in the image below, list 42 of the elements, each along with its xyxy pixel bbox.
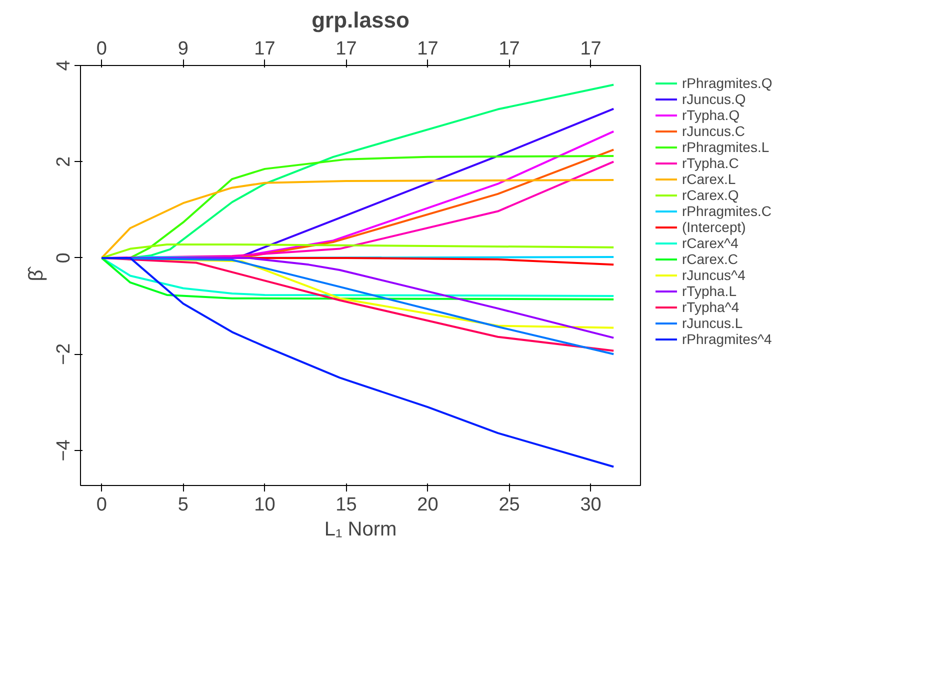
legend-label: (Intercept)	[682, 219, 746, 235]
y-tick-label: 0	[54, 252, 74, 264]
line-series	[100, 256, 615, 468]
line-series	[100, 179, 615, 259]
legend-label: rCarex.Q	[682, 187, 739, 203]
legend-label: rTypha^4	[682, 299, 740, 315]
legend-label: rPhragmites^4	[682, 331, 772, 347]
line-series	[100, 243, 615, 259]
legend-label: rCarex.L	[682, 171, 736, 187]
legend-label: rTypha.Q	[682, 107, 740, 123]
legend-label: rTypha.L	[682, 283, 736, 299]
legend-label: rPhragmites.C	[682, 203, 772, 219]
x-tick-label: 20	[417, 494, 438, 516]
text: 17	[336, 38, 357, 60]
text: 9	[178, 38, 188, 60]
legend-label: rPhragmites.L	[682, 139, 770, 155]
text: 17	[580, 38, 602, 60]
legend-label: rJuncus^4	[682, 267, 746, 283]
legend-label: rJuncus.C	[682, 123, 746, 139]
text: 17	[417, 38, 438, 60]
x-tick-label: 30	[580, 494, 602, 516]
legend-label: rJuncus.L	[682, 315, 743, 331]
y-axis-title: β̂	[26, 266, 48, 282]
legend-label: rCarex.C	[682, 251, 738, 267]
y-tick-label: 4	[54, 60, 74, 71]
text: 17	[498, 38, 520, 60]
chart-title: grp.lasso	[312, 8, 410, 32]
x-tick-label: 25	[498, 494, 520, 516]
legend-label: rPhragmites.Q	[682, 75, 772, 91]
legend-label: rTypha.C	[682, 155, 739, 171]
y-tick-label: 2	[54, 156, 74, 168]
text: 17	[254, 38, 276, 60]
x-tick-label: 0	[96, 494, 107, 516]
text: 0	[96, 38, 107, 60]
legend-label: rCarex^4	[682, 235, 738, 251]
y-tick-label: −4	[54, 439, 74, 462]
x-tick-label: 15	[336, 494, 357, 516]
y-tick-label: −2	[54, 343, 74, 365]
x-axis-title: L₁ Norm	[324, 518, 397, 540]
legend-label: rJuncus.Q	[682, 91, 746, 107]
x-tick-label: 10	[254, 494, 276, 516]
x-tick-label: 5	[178, 494, 188, 516]
